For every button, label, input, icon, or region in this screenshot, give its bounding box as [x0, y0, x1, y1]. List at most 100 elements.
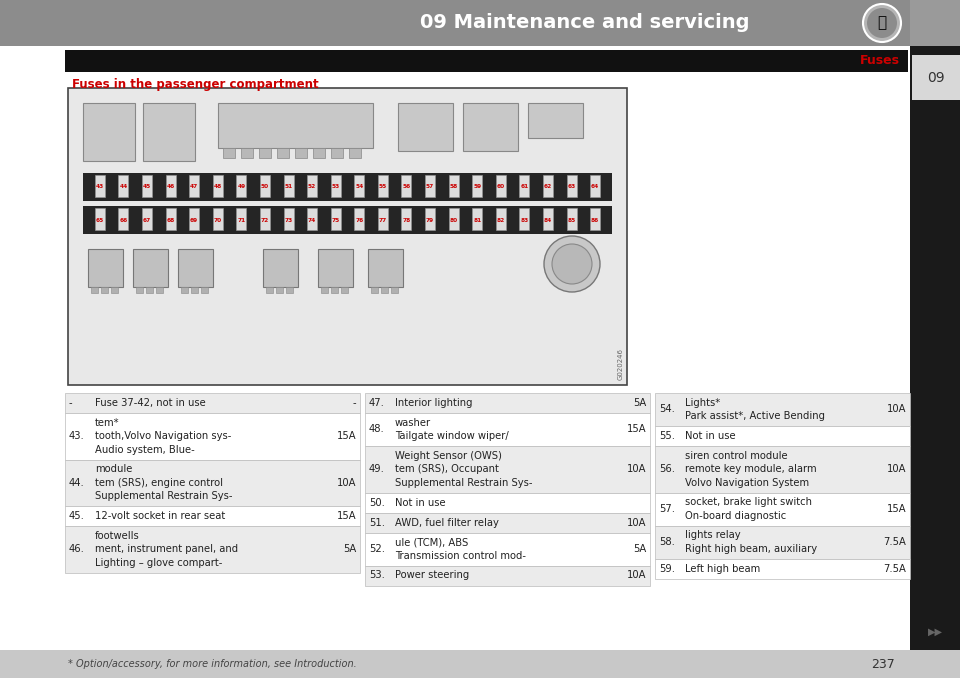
Bar [241, 148, 253, 158]
Bar [111, 287, 118, 293]
Circle shape [544, 236, 600, 292]
Bar [398, 103, 453, 151]
Text: 10A: 10A [627, 464, 646, 474]
Bar [378, 208, 388, 230]
Bar [321, 287, 328, 293]
Text: Supplemental Restrain Sys-: Supplemental Restrain Sys- [395, 478, 533, 487]
Text: 43: 43 [96, 184, 104, 189]
Bar [341, 287, 348, 293]
Text: 63: 63 [567, 184, 576, 189]
Text: 10A: 10A [886, 464, 906, 474]
Bar [156, 287, 163, 293]
Text: 7.5A: 7.5A [883, 537, 906, 547]
Text: 71: 71 [237, 218, 246, 222]
Bar [260, 208, 270, 230]
Text: 56: 56 [402, 184, 411, 189]
Bar [910, 0, 960, 46]
Bar [83, 103, 135, 161]
Bar [178, 249, 213, 287]
Text: 44: 44 [119, 184, 128, 189]
Text: 10A: 10A [337, 478, 356, 487]
Bar [165, 175, 176, 197]
Text: Power steering: Power steering [395, 570, 469, 580]
Text: On-board diagnostic: On-board diagnostic [685, 511, 786, 521]
Text: washer: washer [395, 418, 431, 428]
Bar [655, 492, 910, 525]
Bar [590, 208, 600, 230]
Bar [368, 249, 403, 287]
Bar [189, 175, 199, 197]
Text: 58.: 58. [659, 537, 675, 547]
Text: Weight Sensor (OWS): Weight Sensor (OWS) [395, 451, 502, 461]
Text: Fuses: Fuses [860, 54, 900, 68]
Circle shape [863, 4, 901, 42]
Text: 69: 69 [190, 218, 198, 222]
Text: tem*: tem* [95, 418, 120, 428]
Bar [528, 103, 583, 138]
Text: 47: 47 [190, 184, 199, 189]
Text: 50: 50 [261, 184, 269, 189]
Bar [277, 148, 289, 158]
Bar [0, 0, 910, 46]
Text: remote key module, alarm: remote key module, alarm [685, 464, 817, 474]
Text: 15A: 15A [336, 431, 356, 441]
Text: 52: 52 [308, 184, 316, 189]
Bar [365, 565, 650, 586]
Text: 61: 61 [520, 184, 529, 189]
Text: -: - [69, 398, 73, 408]
Circle shape [867, 8, 897, 38]
Bar [365, 393, 650, 413]
Bar [65, 50, 908, 72]
Bar [655, 525, 910, 559]
Text: 79: 79 [426, 218, 434, 222]
Bar [118, 208, 129, 230]
Text: 51: 51 [284, 184, 293, 189]
Bar [181, 287, 188, 293]
Text: Fuse 37-42, not in use: Fuse 37-42, not in use [95, 398, 205, 408]
Bar [543, 175, 553, 197]
Text: 15A: 15A [336, 511, 356, 521]
Text: ment, instrument panel, and: ment, instrument panel, and [95, 544, 238, 554]
Bar [146, 287, 153, 293]
Text: Fuses in the passenger compartment: Fuses in the passenger compartment [72, 78, 319, 91]
Bar [330, 175, 341, 197]
Text: 09: 09 [927, 71, 945, 85]
Text: tooth,Volvo Navigation sys-: tooth,Volvo Navigation sys- [95, 431, 231, 441]
Bar [566, 175, 577, 197]
Text: Supplemental Restrain Sys-: Supplemental Restrain Sys- [95, 492, 232, 501]
Text: -: - [352, 398, 356, 408]
Bar [165, 208, 176, 230]
Text: 59: 59 [473, 184, 481, 189]
Text: 74: 74 [308, 218, 316, 222]
Text: 84: 84 [544, 218, 552, 222]
Text: 54: 54 [355, 184, 364, 189]
Text: 58: 58 [449, 184, 458, 189]
Bar [95, 175, 105, 197]
Bar [655, 393, 910, 426]
Bar [218, 103, 373, 148]
Text: 10A: 10A [886, 405, 906, 414]
Text: 85: 85 [567, 218, 576, 222]
Text: Lights*: Lights* [685, 398, 720, 407]
Text: Left high beam: Left high beam [685, 563, 760, 574]
Bar [313, 148, 325, 158]
Text: 53.: 53. [369, 570, 385, 580]
Text: 12-volt socket in rear seat: 12-volt socket in rear seat [95, 511, 226, 521]
Text: Volvo Navigation System: Volvo Navigation System [685, 478, 809, 487]
Text: 09 Maintenance and servicing: 09 Maintenance and servicing [420, 14, 750, 33]
Bar [213, 208, 223, 230]
Text: 57.: 57. [659, 504, 675, 514]
Text: 65: 65 [96, 218, 104, 222]
Bar [283, 208, 294, 230]
Text: ule (TCM), ABS: ule (TCM), ABS [395, 537, 468, 547]
Circle shape [552, 244, 592, 284]
Text: lights relay: lights relay [685, 530, 740, 540]
Text: 70: 70 [214, 218, 222, 222]
Text: 62: 62 [544, 184, 552, 189]
Text: socket, brake light switch: socket, brake light switch [685, 497, 812, 507]
Bar [83, 206, 612, 234]
Text: 73: 73 [284, 218, 293, 222]
Bar [425, 208, 435, 230]
Bar [223, 148, 235, 158]
Bar [307, 208, 317, 230]
